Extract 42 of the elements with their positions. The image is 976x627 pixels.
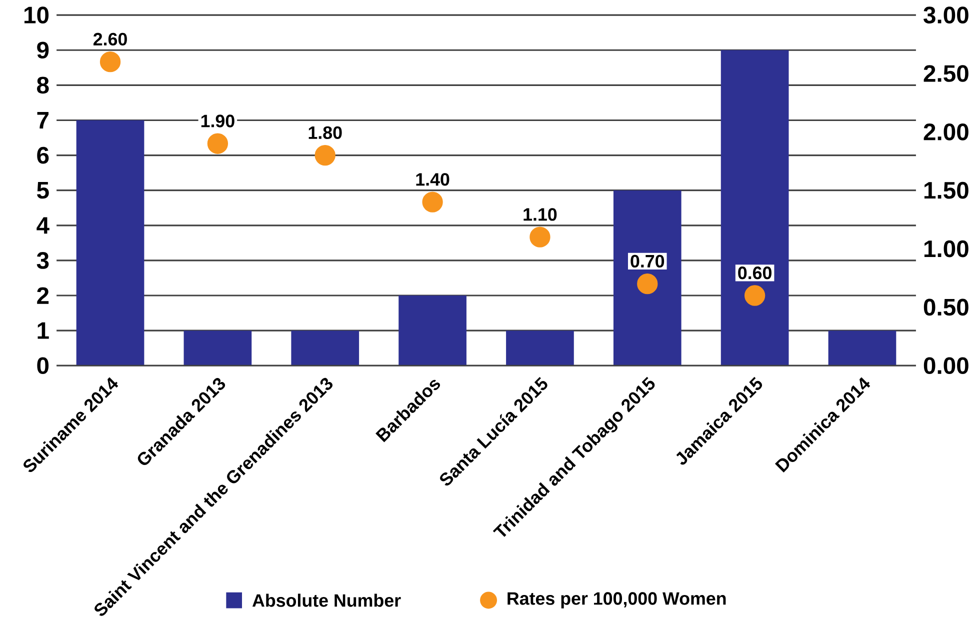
- point: [422, 192, 443, 212]
- y-tick-label: 7: [37, 112, 48, 128]
- y-tick-label: 4: [36, 217, 50, 234]
- legend-label: Rates per 100,000 Women: [508, 592, 726, 608]
- data-label: 2.60: [93, 32, 127, 46]
- data-label: 1.10: [524, 208, 557, 221]
- bar: [613, 190, 682, 366]
- y-tick-label: 3: [36, 252, 49, 269]
- y2-tick-label: 2.00: [924, 123, 968, 140]
- y2-tick-label: 3.00: [924, 6, 968, 24]
- point: [744, 285, 766, 306]
- data-label: 0.70: [630, 254, 664, 268]
- point: [530, 226, 550, 248]
- bar: [398, 295, 466, 366]
- y2-tick-label: 1.50: [924, 182, 968, 199]
- legend-label: Absolute Number: [252, 594, 401, 607]
- y-tick-label: 2: [37, 287, 49, 304]
- point: [637, 273, 658, 294]
- y2-tick-label: 1.00: [924, 240, 968, 258]
- y-tick-label: 0: [37, 357, 49, 374]
- y-tick-label: 10: [24, 6, 49, 24]
- y2-tick-label: 0.00: [924, 357, 968, 374]
- bar: [76, 120, 144, 366]
- point: [314, 144, 336, 166]
- bar: [720, 50, 789, 366]
- y-tick-label: 5: [37, 182, 49, 198]
- data-label: 1.40: [416, 172, 450, 186]
- point: [207, 133, 228, 154]
- y-tick-label: 6: [37, 146, 49, 164]
- bar: [184, 330, 252, 366]
- bar: [506, 330, 574, 366]
- bar: [828, 330, 896, 366]
- y-tick-label: 9: [37, 42, 49, 58]
- bar: [291, 330, 360, 366]
- point: [100, 51, 121, 72]
- y-tick-label: 1: [38, 322, 49, 339]
- y2-tick-label: 0.50: [924, 298, 968, 316]
- data-label: 1.80: [308, 126, 342, 139]
- data-label: 1.90: [201, 114, 234, 128]
- y-tick-label: 8: [37, 76, 49, 94]
- y2-tick-label: 2.50: [924, 64, 968, 82]
- data-label: 0.60: [738, 266, 772, 280]
